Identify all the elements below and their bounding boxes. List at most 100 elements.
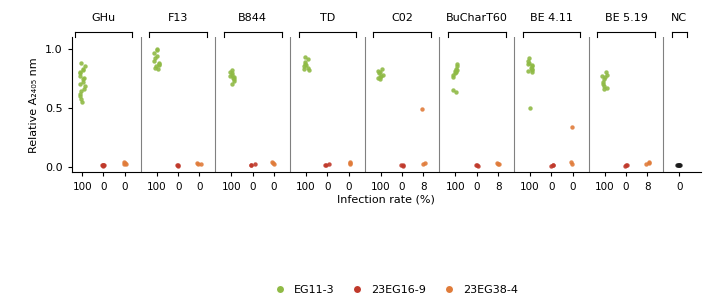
Point — [522, 58, 533, 63]
Point — [97, 163, 108, 168]
Point — [447, 72, 458, 77]
Point — [451, 64, 463, 69]
Point — [151, 46, 162, 51]
Point — [598, 84, 610, 89]
Point — [150, 64, 162, 69]
Point — [373, 69, 384, 74]
Point — [249, 162, 260, 167]
Point — [601, 70, 612, 75]
Point — [448, 75, 459, 79]
Point — [323, 162, 335, 167]
Point — [78, 86, 89, 91]
Point — [671, 163, 683, 168]
Point — [447, 87, 458, 92]
Point — [79, 64, 90, 69]
Point — [598, 86, 609, 91]
Point — [226, 82, 237, 87]
Point — [149, 56, 161, 61]
Point — [473, 164, 484, 168]
Point — [75, 89, 87, 94]
Point — [246, 163, 257, 168]
Point — [395, 163, 407, 168]
Point — [97, 164, 109, 168]
Point — [268, 161, 280, 166]
Point — [302, 57, 314, 62]
Point — [228, 75, 240, 79]
Point — [195, 161, 207, 166]
Text: C02: C02 — [391, 14, 413, 23]
Point — [397, 164, 408, 168]
Point — [78, 66, 89, 71]
Point — [596, 73, 608, 78]
Point — [450, 70, 461, 75]
Point — [300, 59, 311, 64]
Point — [644, 160, 655, 165]
Point — [226, 71, 237, 76]
Point — [451, 62, 463, 67]
Point — [300, 63, 312, 68]
Point — [567, 124, 578, 129]
Point — [79, 76, 90, 81]
Point — [471, 163, 483, 168]
Text: F13: F13 — [168, 14, 188, 23]
Point — [97, 163, 109, 168]
Point — [77, 99, 88, 104]
Point — [171, 163, 182, 168]
Point — [545, 164, 556, 168]
Point — [226, 72, 237, 77]
Point — [303, 67, 315, 72]
Point — [152, 66, 164, 71]
Point — [450, 69, 461, 74]
Point — [154, 60, 165, 65]
Point — [601, 72, 613, 77]
Point — [298, 66, 310, 71]
Point — [149, 58, 160, 63]
Point — [228, 77, 240, 82]
Point — [493, 162, 505, 167]
Point — [377, 72, 388, 77]
Point — [119, 160, 130, 164]
Point — [149, 51, 160, 56]
Point — [74, 71, 86, 76]
Point — [523, 69, 534, 74]
Point — [120, 161, 132, 166]
Point — [526, 70, 538, 75]
Point — [267, 160, 278, 165]
Point — [224, 73, 235, 78]
Point — [227, 67, 238, 72]
Point — [450, 90, 462, 95]
Point — [74, 91, 86, 96]
Point — [673, 163, 684, 168]
Text: GHu: GHu — [92, 14, 116, 23]
Point — [373, 76, 384, 81]
Point — [525, 105, 536, 110]
Point — [344, 160, 355, 165]
Text: NC: NC — [671, 14, 687, 23]
Point — [375, 73, 387, 78]
Point — [227, 76, 239, 81]
Point — [76, 60, 87, 65]
Point — [374, 70, 385, 75]
Point — [172, 163, 184, 168]
Point — [674, 163, 686, 168]
Point — [548, 163, 559, 168]
Point — [74, 70, 86, 75]
Point — [299, 62, 310, 67]
Legend: EG11-3, 23EG16-9, 23EG38-4: EG11-3, 23EG16-9, 23EG38-4 — [264, 281, 523, 299]
Y-axis label: Relative A₂₄₀₅ nm: Relative A₂₄₀₅ nm — [29, 57, 39, 152]
Point — [450, 66, 461, 71]
Point — [621, 163, 632, 168]
Point — [526, 64, 538, 69]
Point — [97, 163, 109, 168]
Point — [620, 164, 631, 168]
Point — [492, 161, 503, 166]
Point — [344, 161, 355, 166]
Point — [599, 75, 611, 79]
Point — [373, 71, 385, 76]
Point — [598, 77, 610, 82]
Text: BE 4.11: BE 4.11 — [530, 14, 573, 23]
Point — [621, 163, 633, 168]
Point — [644, 160, 655, 165]
Point — [673, 163, 684, 168]
Text: B844: B844 — [238, 14, 267, 23]
